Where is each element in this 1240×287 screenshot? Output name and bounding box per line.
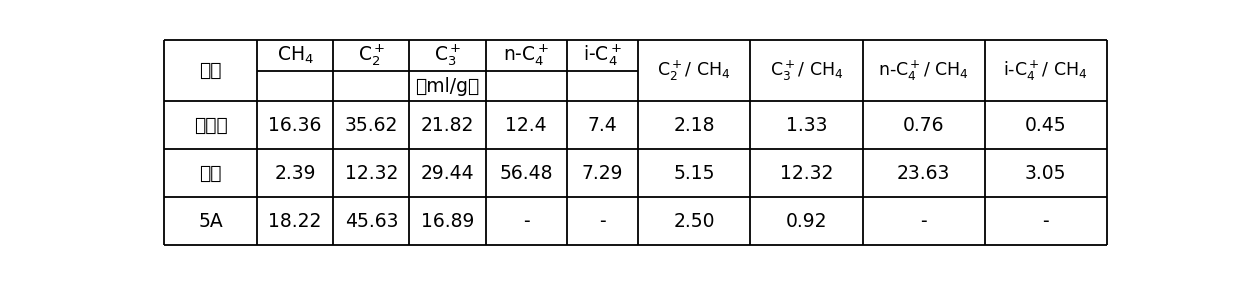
Text: 2.39: 2.39 <box>274 164 316 183</box>
Text: 0.92: 0.92 <box>786 212 827 231</box>
Text: 3.05: 3.05 <box>1025 164 1066 183</box>
Text: 45.63: 45.63 <box>345 212 398 231</box>
Text: i-C$_4^+$/ CH$_4$: i-C$_4^+$/ CH$_4$ <box>1003 59 1087 83</box>
Text: 硯胶: 硯胶 <box>200 164 222 183</box>
Text: （ml/g）: （ml/g） <box>415 77 480 96</box>
Text: 2.18: 2.18 <box>673 116 714 135</box>
Text: 56.48: 56.48 <box>500 164 553 183</box>
Text: C$_2^+$: C$_2^+$ <box>357 42 386 68</box>
Text: 5A: 5A <box>198 212 223 231</box>
Text: 7.4: 7.4 <box>588 116 618 135</box>
Text: 种类: 种类 <box>200 61 222 80</box>
Text: -: - <box>599 212 605 231</box>
Text: 12.32: 12.32 <box>345 164 398 183</box>
Text: 35.62: 35.62 <box>345 116 398 135</box>
Text: i-C$_4^+$: i-C$_4^+$ <box>583 42 622 68</box>
Text: 12.32: 12.32 <box>780 164 833 183</box>
Text: 18.22: 18.22 <box>269 212 322 231</box>
Text: -: - <box>920 212 928 231</box>
Text: 21.82: 21.82 <box>420 116 474 135</box>
Text: 12.4: 12.4 <box>506 116 547 135</box>
Text: 16.89: 16.89 <box>420 212 474 231</box>
Text: C$_2^+$/ CH$_4$: C$_2^+$/ CH$_4$ <box>657 59 730 83</box>
Text: CH$_4$: CH$_4$ <box>277 44 314 66</box>
Text: n-C$_4^+$/ CH$_4$: n-C$_4^+$/ CH$_4$ <box>878 59 968 83</box>
Text: 1.33: 1.33 <box>786 116 827 135</box>
Text: 活性炭: 活性炭 <box>193 116 228 135</box>
Text: 16.36: 16.36 <box>269 116 322 135</box>
Text: 7.29: 7.29 <box>582 164 622 183</box>
Text: C$_3^+$/ CH$_4$: C$_3^+$/ CH$_4$ <box>770 59 843 83</box>
Text: n-C$_4^+$: n-C$_4^+$ <box>503 42 549 68</box>
Text: 29.44: 29.44 <box>420 164 475 183</box>
Text: 5.15: 5.15 <box>673 164 714 183</box>
Text: -: - <box>1043 212 1049 231</box>
Text: 0.76: 0.76 <box>903 116 945 135</box>
Text: 23.63: 23.63 <box>897 164 950 183</box>
Text: 0.45: 0.45 <box>1024 116 1066 135</box>
Text: -: - <box>523 212 529 231</box>
Text: 2.50: 2.50 <box>673 212 714 231</box>
Text: C$_3^+$: C$_3^+$ <box>434 42 461 68</box>
